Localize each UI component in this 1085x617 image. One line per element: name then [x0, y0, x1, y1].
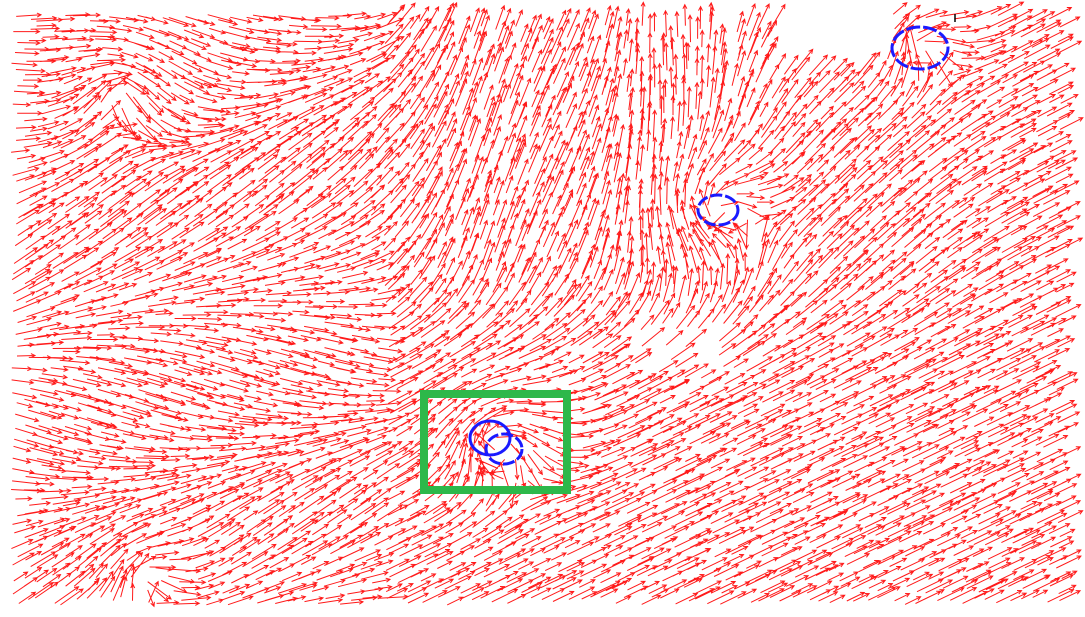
highlight-box — [420, 390, 571, 494]
vortex-circle — [484, 432, 524, 466]
vortex-circle — [696, 193, 740, 227]
vortex-circle — [468, 419, 512, 457]
vector-arrows — [11, 1, 1084, 608]
vortex-markers — [468, 25, 950, 466]
vortex-circle — [890, 25, 950, 71]
arrow-layer — [11, 1, 1084, 608]
